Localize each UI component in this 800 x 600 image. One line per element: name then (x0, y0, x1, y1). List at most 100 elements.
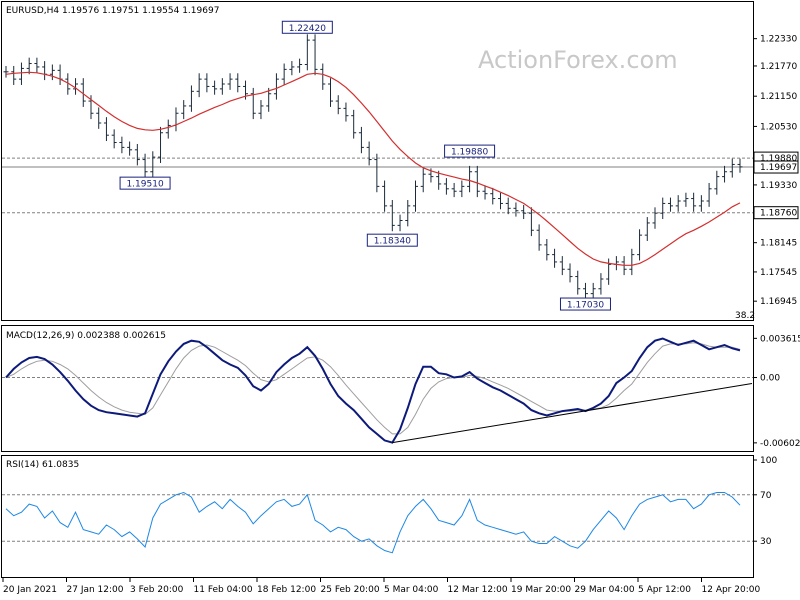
price-bar (134, 143, 140, 166)
svg-text:1.17030: 1.17030 (567, 301, 604, 311)
price-bar (722, 165, 728, 183)
price-bar (312, 34, 318, 76)
price-bar (343, 102, 349, 122)
price-bar (73, 78, 79, 95)
svg-text:5 Mar 04:00: 5 Mar 04:00 (384, 585, 439, 595)
svg-text:-0.006026: -0.006026 (760, 439, 800, 449)
price-bar (389, 200, 395, 232)
svg-text:1.17545: 1.17545 (760, 268, 797, 278)
svg-text:1.22420: 1.22420 (289, 24, 326, 34)
y-tick-label: 70 (753, 491, 772, 501)
y-axis-ticks: 1.22330 1.21770 1.21150 1.20530 1.198801.196… (753, 35, 800, 547)
y-tick-label: 1.20530 (753, 122, 797, 132)
svg-text:18 Feb 12:00: 18 Feb 12:00 (257, 585, 316, 595)
macd-trendline (392, 383, 753, 444)
price-bar (96, 107, 102, 129)
x-tick-label: 5 Apr 12:00 (637, 578, 691, 595)
svg-text:1.18340: 1.18340 (374, 237, 411, 247)
price-bar (660, 197, 666, 220)
price-bar (436, 170, 442, 190)
price-bar (26, 57, 32, 75)
svg-text:1.19330: 1.19330 (760, 181, 797, 191)
svg-text:1.18760: 1.18760 (760, 209, 797, 219)
price-bar (366, 141, 372, 166)
price-bar (474, 165, 480, 198)
svg-text:100: 100 (760, 456, 777, 466)
price-bar (196, 73, 202, 98)
price-bar (103, 117, 109, 142)
svg-text:12 Apr 20:00: 12 Apr 20:00 (702, 585, 761, 595)
price-bar (675, 195, 681, 212)
price-bar (729, 158, 735, 178)
key-level-label: 1.18340 (366, 233, 418, 247)
price-bar (273, 73, 279, 100)
svg-text:12 Mar 12:00: 12 Mar 12:00 (448, 585, 508, 595)
svg-text:1.21770: 1.21770 (760, 62, 797, 72)
price-bar (490, 187, 496, 205)
x-tick-label: 5 Mar 04:00 (383, 578, 439, 595)
price-title: EURUSD,H4 1.19576 1.19751 1.19554 1.1969… (6, 6, 219, 16)
macd-title: MACD(12,26,9) 0.002388 0.002615 (6, 331, 166, 341)
price-bar (559, 256, 565, 276)
y-tick-label: 1.21150 (753, 92, 797, 102)
svg-text:1.21150: 1.21150 (760, 92, 797, 102)
svg-text:25 Feb 20:00: 25 Feb 20:00 (321, 585, 380, 595)
y-tick-label: 1.18760 (753, 206, 799, 220)
price-bar (397, 214, 403, 232)
svg-text:30: 30 (760, 537, 772, 547)
price-bar (598, 273, 604, 295)
price-bar (181, 100, 187, 120)
price-bar (637, 229, 643, 261)
price-bar (451, 182, 457, 198)
price-bar (497, 192, 503, 210)
price-bar (258, 100, 264, 120)
price-bar (34, 57, 40, 73)
x-tick-label: 11 Feb 04:00 (193, 578, 253, 595)
price-levels (2, 157, 753, 214)
price-bar (714, 170, 720, 195)
rsi-line (5, 491, 741, 554)
price-bar (644, 217, 650, 241)
price-bar (698, 195, 704, 212)
price-bar (80, 78, 86, 107)
svg-text:1.16945: 1.16945 (760, 297, 797, 307)
x-tick-label: 12 Apr 20:00 (701, 578, 761, 595)
price-bar (405, 200, 411, 227)
price-bar (227, 73, 233, 90)
key-level-label: 1.22420 (281, 20, 333, 34)
svg-text:27 Jan 12:00: 27 Jan 12:00 (67, 585, 124, 595)
price-bar (335, 95, 341, 115)
price-bar (443, 178, 449, 195)
price-bar (575, 270, 581, 295)
x-axis-ticks: 20 Jan 2021 27 Jan 12:00 3 Feb 20:00 11 Feb… (2, 578, 761, 595)
price-bar (482, 185, 488, 200)
x-tick-label: 20 Jan 2021 (2, 578, 57, 595)
price-bar (235, 73, 241, 93)
price-bar (127, 141, 133, 156)
price-bar (266, 87, 272, 112)
svg-text:29 Mar 04:00: 29 Mar 04:00 (575, 585, 635, 595)
y-tick-label: 1.18145 (753, 239, 797, 249)
macd-line (5, 337, 741, 444)
y-tick-label: 0.003615 (753, 334, 800, 344)
price-bar (521, 204, 527, 220)
price-bar (18, 62, 24, 85)
price-bar (459, 180, 465, 198)
x-tick-label: 29 Mar 04:00 (574, 578, 635, 595)
svg-text:1.19880: 1.19880 (451, 148, 488, 158)
x-tick-label: 18 Feb 12:00 (256, 578, 316, 595)
macd-panel (1, 325, 754, 452)
x-tick-label: 19 Mar 20:00 (510, 578, 571, 595)
svg-text:1.22330: 1.22330 (760, 35, 797, 45)
svg-text:1.19880: 1.19880 (760, 154, 797, 164)
price-bar (683, 192, 689, 207)
svg-text:19 Mar 20:00: 19 Mar 20:00 (511, 585, 571, 595)
price-bar (737, 158, 743, 173)
price-bar (11, 65, 17, 85)
price-bar (467, 165, 473, 193)
price-bar (320, 63, 326, 90)
price-bar (536, 224, 542, 251)
fib-label: 38.2 (735, 311, 755, 321)
price-bar (629, 248, 635, 276)
